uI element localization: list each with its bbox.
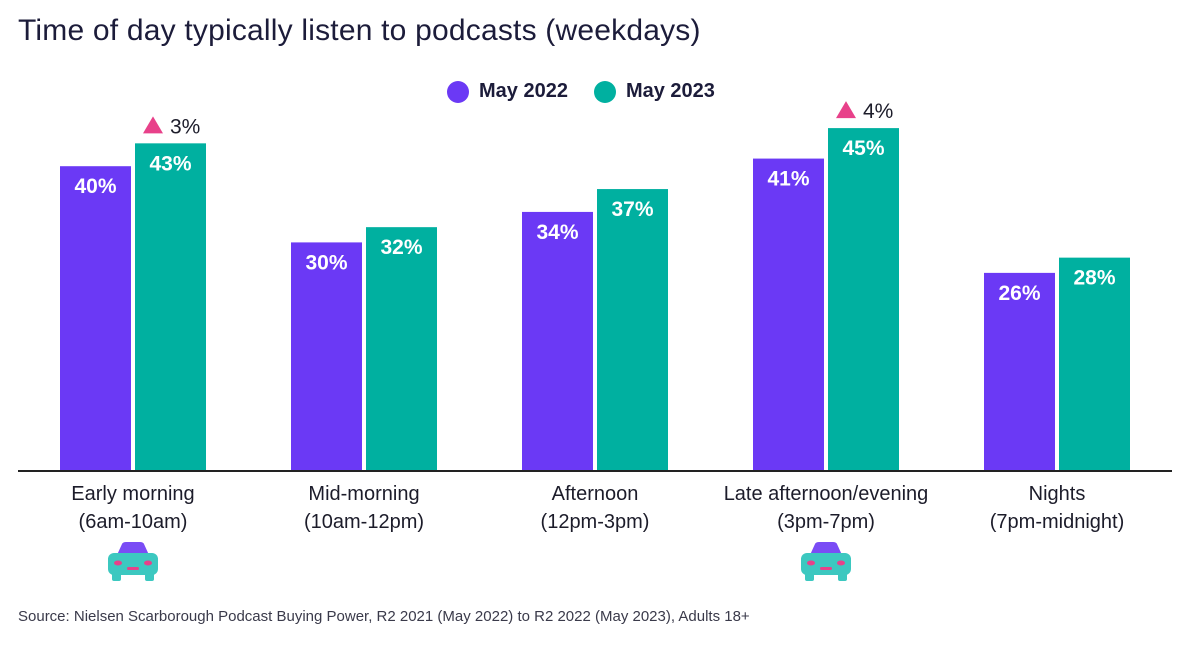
category-label-0-line-1: (6am-10am)	[79, 511, 188, 533]
category-label-1-line-0: Mid-morning	[308, 483, 419, 505]
data-label-2023-1: 32%	[380, 236, 422, 259]
data-label-2022-3: 41%	[767, 168, 809, 191]
category-label-2-line-1: (12pm-3pm)	[541, 511, 650, 533]
category-label-2-line-0: Afternoon	[552, 483, 639, 505]
category-label-1-line-1: (10am-12pm)	[304, 511, 424, 533]
triangle-up-icon	[143, 116, 163, 134]
car-icon	[801, 542, 851, 581]
data-label-2023-4: 28%	[1073, 267, 1115, 290]
legend-swatch-2023	[593, 80, 616, 103]
bar-2023-4	[1059, 257, 1130, 471]
data-label-2022-1: 30%	[305, 251, 347, 274]
data-label-2023-3: 45%	[842, 137, 884, 160]
chart-title: Time of day typically listen to podcasts…	[18, 14, 701, 47]
category-label-4-line-0: Nights	[1029, 483, 1086, 505]
source-note: Source: Nielsen Scarborough Podcast Buyi…	[18, 608, 750, 625]
chart-legend: May 2022 May 2023	[447, 80, 715, 103]
category-label-0-line-0: Early morning	[71, 483, 194, 505]
bar-2023-1	[366, 227, 437, 471]
bar-2022-2	[522, 211, 593, 472]
legend-swatch-2022	[447, 80, 469, 103]
category-label-4-line-1: (7pm-midnight)	[990, 511, 1124, 533]
data-label-2022-0: 40%	[74, 175, 116, 198]
legend-label-2022: May 2022	[479, 80, 568, 102]
bar-2022-1	[291, 242, 362, 471]
category-label-3-line-1: (3pm-7pm)	[777, 511, 875, 533]
car-icon	[108, 542, 158, 581]
legend-label-2023: May 2023	[625, 80, 715, 102]
bar-2023-2	[597, 189, 668, 471]
legend-item-2022: May 2022	[447, 80, 568, 103]
data-label-2023-0: 43%	[149, 152, 191, 175]
bar-2022-4	[984, 272, 1055, 471]
bar-2022-3	[753, 158, 824, 471]
bar-2023-0	[135, 143, 206, 471]
data-label-2022-4: 26%	[998, 282, 1040, 305]
increase-label-3: 4%	[863, 100, 893, 123]
data-label-2023-2: 37%	[611, 198, 653, 221]
legend-item-2023: May 2023	[593, 80, 715, 103]
bar-2023-3	[828, 128, 899, 471]
category-label-3-line-0: Late afternoon/evening	[724, 483, 929, 505]
data-label-2022-2: 34%	[536, 221, 578, 244]
increase-label-0: 3%	[170, 115, 200, 138]
bar-2022-0	[60, 166, 131, 471]
triangle-up-icon	[836, 101, 856, 119]
